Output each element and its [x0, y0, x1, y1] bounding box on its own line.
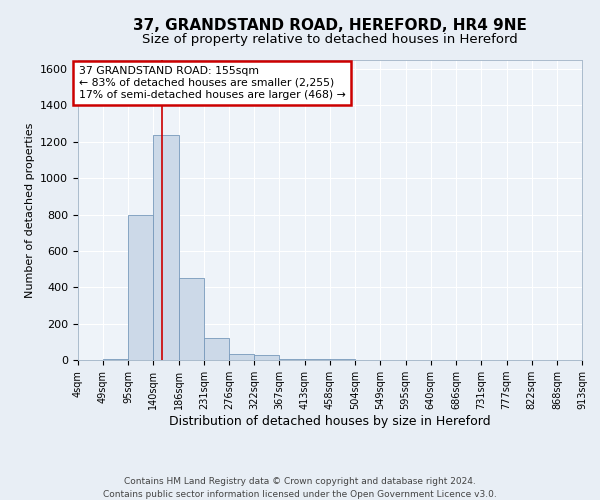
Bar — [330, 359, 355, 360]
Bar — [103, 359, 128, 360]
Bar — [305, 359, 330, 360]
Text: Contains HM Land Registry data © Crown copyright and database right 2024.: Contains HM Land Registry data © Crown c… — [124, 478, 476, 486]
Bar — [229, 354, 254, 360]
Bar — [204, 338, 229, 360]
Text: Size of property relative to detached houses in Hereford: Size of property relative to detached ho… — [142, 32, 518, 46]
Bar — [279, 359, 305, 360]
Y-axis label: Number of detached properties: Number of detached properties — [25, 122, 35, 298]
Bar — [154, 134, 179, 360]
Bar — [254, 354, 279, 360]
Text: 37, GRANDSTAND ROAD, HEREFORD, HR4 9NE: 37, GRANDSTAND ROAD, HEREFORD, HR4 9NE — [133, 18, 527, 32]
X-axis label: Distribution of detached houses by size in Hereford: Distribution of detached houses by size … — [169, 415, 491, 428]
Bar — [179, 278, 204, 360]
Text: 37 GRANDSTAND ROAD: 155sqm
← 83% of detached houses are smaller (2,255)
17% of s: 37 GRANDSTAND ROAD: 155sqm ← 83% of deta… — [79, 66, 346, 100]
Text: Contains public sector information licensed under the Open Government Licence v3: Contains public sector information licen… — [103, 490, 497, 499]
Bar — [128, 214, 154, 360]
